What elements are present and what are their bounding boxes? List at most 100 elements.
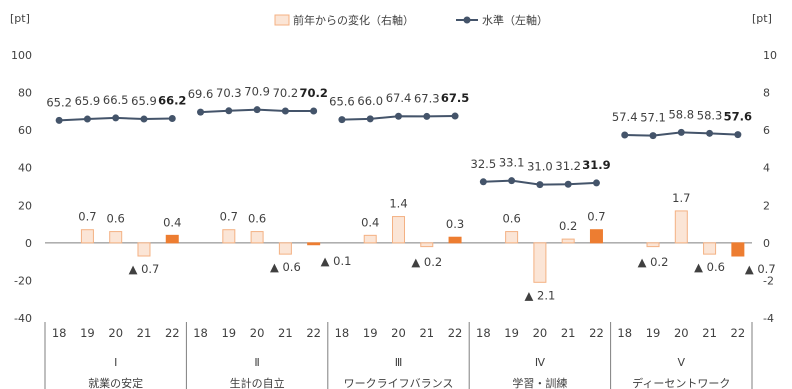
left-tick-label: 0: [25, 237, 32, 250]
change-bar: [278, 242, 292, 255]
level-label: 66.0: [357, 94, 383, 108]
level-label: 69.6: [188, 87, 214, 101]
group-number: Ⅲ: [395, 356, 403, 369]
level-label: 57.1: [640, 111, 666, 125]
change-label: 0.3: [446, 217, 464, 231]
left-tick-label: -40: [14, 312, 32, 325]
legend: 前年からの変化（右軸） 水準（左軸）: [274, 13, 548, 27]
legend-bar-swatch: [274, 14, 290, 26]
x-tick-label: 19: [646, 326, 661, 340]
x-tick-label: 20: [108, 326, 123, 340]
x-tick-label: 20: [391, 326, 406, 340]
change-label: ▲ 0.2: [411, 255, 442, 269]
group-name: ワークライフバランス: [344, 377, 454, 389]
right-tick-label: 10: [763, 49, 777, 62]
level-label: 66.2: [158, 93, 186, 107]
change-bar: [392, 216, 405, 244]
level-point: [677, 128, 685, 136]
x-axis: 18 19 20 21 22 Ⅰ 就業の安定 18 19 20 21 22 Ⅱ 生計の自立 18 19 20 21…: [44, 322, 753, 389]
level-point: [310, 107, 318, 115]
x-tick-label: 19: [363, 326, 378, 340]
group-name: 生計の自立: [230, 376, 285, 389]
change-label: ▲ 0.2: [638, 255, 669, 269]
level-label: 57.6: [724, 110, 752, 124]
level-point: [197, 108, 205, 116]
change-label: ▲ 0.7: [129, 262, 160, 276]
right-tick-label: 2: [763, 199, 770, 212]
legend-line-label: 水準（左軸）: [482, 13, 548, 27]
x-tick-label: 20: [250, 326, 265, 340]
change-bar: [165, 234, 179, 244]
x-tick-label: 21: [278, 326, 293, 340]
level-label: 70.3: [216, 86, 242, 100]
change-label: 0.4: [163, 215, 181, 229]
change-label: 0.6: [502, 212, 520, 226]
legend-line-marker: [463, 16, 471, 24]
group-name: ディーセントワーク: [632, 376, 730, 389]
level-point: [621, 131, 629, 139]
level-point: [734, 131, 742, 139]
x-tick-label: 18: [52, 326, 67, 340]
change-label: ▲ 0.6: [694, 260, 725, 274]
x-tick-label: 18: [335, 326, 350, 340]
change-label: 0.7: [220, 210, 238, 224]
level-point: [112, 114, 120, 122]
change-bar: [420, 242, 434, 248]
change-bar: [674, 210, 688, 244]
level-point: [479, 178, 487, 186]
level-point: [168, 114, 176, 122]
x-tick-label: 22: [448, 326, 463, 340]
change-bar: [703, 242, 717, 255]
legend-bar-label: 前年からの変化（右軸）: [293, 13, 414, 27]
x-tick-label: 21: [137, 326, 152, 340]
change-label: 1.4: [389, 197, 407, 211]
x-tick-label: 19: [80, 326, 95, 340]
level-point: [225, 107, 233, 115]
change-label: 0.6: [107, 212, 125, 226]
change-label: 0.4: [361, 215, 379, 229]
level-point: [592, 179, 600, 187]
x-tick-label: 20: [674, 326, 689, 340]
x-tick-label: 18: [617, 326, 632, 340]
level-label: 65.2: [46, 95, 72, 109]
change-bar: [80, 229, 94, 244]
level-point: [395, 112, 402, 120]
change-bar: [646, 242, 660, 248]
group-name: 就業の安定: [88, 376, 143, 389]
level-point: [55, 116, 63, 124]
level-label: 33.1: [499, 156, 525, 170]
right-tick-label: 0: [763, 237, 770, 250]
level-label: 66.5: [103, 93, 129, 107]
level-point: [451, 112, 459, 120]
change-bar: [222, 229, 236, 244]
right-tick-label: -4: [763, 312, 774, 325]
level-label: 65.9: [131, 94, 157, 108]
level-point: [564, 180, 572, 188]
x-tick-label: 21: [419, 326, 434, 340]
x-tick-label: 18: [476, 326, 491, 340]
x-tick-label: 21: [561, 326, 576, 340]
change-bar: [448, 236, 462, 244]
right-axis-unit: [pt]: [752, 12, 772, 25]
left-tick-label: 20: [18, 199, 32, 212]
x-tick-label: 21: [702, 326, 717, 340]
x-tick-label: 22: [165, 326, 180, 340]
level-label: 57.4: [612, 110, 638, 124]
right-tick-label: 4: [763, 162, 770, 175]
left-tick-label: -20: [14, 274, 32, 287]
x-tick-label: 18: [193, 326, 208, 340]
change-bar: [589, 229, 603, 244]
left-tick-label: 80: [18, 87, 32, 100]
change-bar: [250, 231, 264, 244]
group-number: Ⅴ: [678, 356, 686, 369]
level-point: [140, 115, 148, 123]
level-label: 65.6: [329, 95, 355, 109]
level-point: [649, 132, 657, 140]
x-tick-label: 22: [306, 326, 321, 340]
group-number: Ⅳ: [535, 356, 546, 369]
group-name: 学習・訓練: [512, 376, 567, 389]
group-number: Ⅱ: [254, 356, 259, 369]
level-label: 32.5: [471, 157, 497, 171]
left-tick-label: 40: [18, 162, 32, 175]
